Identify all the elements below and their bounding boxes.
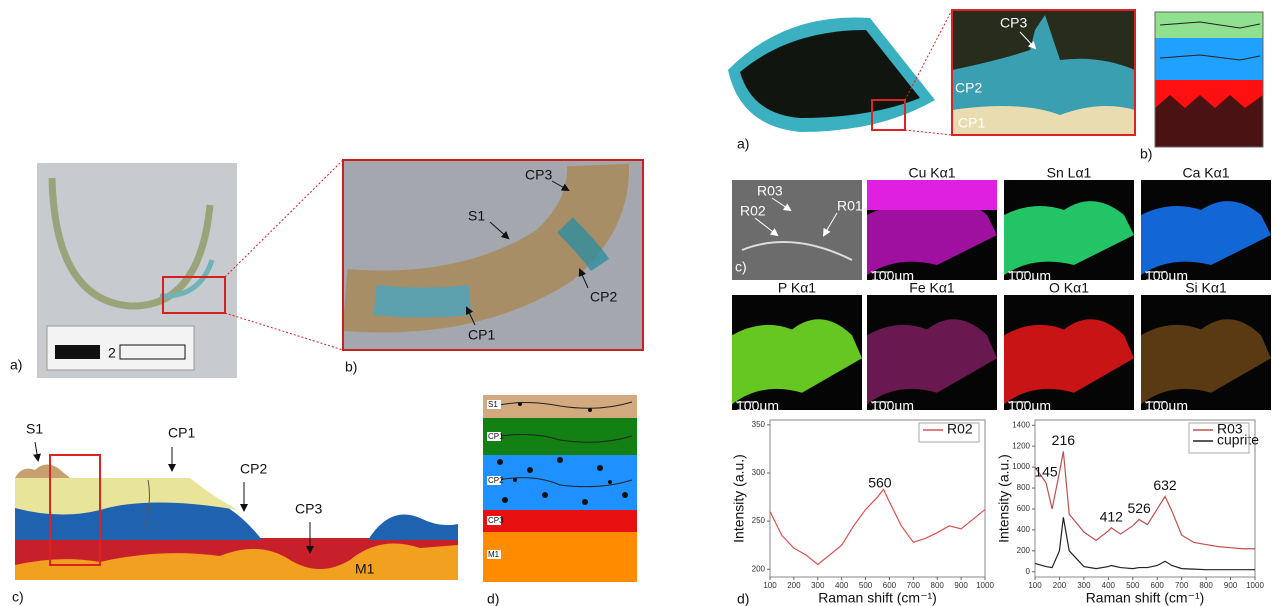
panel-label: a) [10, 357, 22, 373]
scale-label: 100µm [871, 398, 914, 414]
layer-label: S1 [488, 400, 498, 409]
annotation: CP3 [295, 501, 322, 517]
y-tick-label: 1000 [1012, 462, 1030, 471]
zoom-line [225, 160, 343, 277]
layer-label: CP3 [488, 516, 504, 525]
y-tick-label: 200 [752, 564, 766, 573]
x-tick-label: 900 [1224, 581, 1238, 590]
map-title: Fe Kα1 [909, 280, 955, 296]
x-tick-label: 900 [954, 581, 968, 590]
map-title: Ca Kα1 [1182, 165, 1229, 181]
scale-label: 100µm [871, 268, 914, 284]
scale-label: 100µm [736, 398, 779, 414]
photo-bracelet: 2 [37, 163, 237, 378]
y-tick-label: 200 [1017, 546, 1031, 555]
annotation: CP3 [525, 167, 552, 183]
peak-label: 145 [1034, 464, 1058, 480]
annotation: CP2 [955, 80, 982, 96]
panel-label: d) [737, 591, 749, 606]
peak-label: 216 [1052, 432, 1076, 448]
x-tick-label: 1000 [976, 581, 994, 590]
annotation: CP2 [240, 461, 267, 477]
annotation: CP1 [168, 425, 195, 441]
scale-label: 100µm [1008, 268, 1051, 284]
scale-label: 100µm [1145, 268, 1188, 284]
layer-label: CP1 [488, 432, 504, 441]
x-tick-label: 1000 [1246, 581, 1264, 590]
y-tick-label: 800 [1017, 483, 1031, 492]
eds-maps: R03 R02 R01 c) Cu Kα1 100µm Sn Lα1 100µm Ca Kα1 1… [732, 165, 1271, 414]
map-title: P Kα1 [778, 280, 816, 296]
scale-label: 100µm [1145, 398, 1188, 414]
figure: 2 a) CP3 S1 CP2 CP1 b) S1 CP1 CP2 [0, 0, 1272, 606]
zoom-line [225, 313, 343, 350]
x-tick-label: 100 [1028, 581, 1042, 590]
panel-label: d) [487, 591, 499, 606]
scale-label: 2 [108, 345, 116, 361]
annotation: CP1 [958, 115, 985, 131]
cross-section: CP3 CP2 CP1 [728, 10, 1135, 135]
x-axis-label: Raman shift (cm⁻¹) [1086, 590, 1205, 606]
y-axis-label: Intensity (a.u.) [731, 454, 747, 543]
annotation: CP3 [1000, 15, 1027, 31]
panel-label: c) [12, 589, 24, 605]
peak-label: 526 [1127, 500, 1151, 516]
panel-label: c) [735, 259, 747, 275]
y-axis-label: Intensity (a.u.) [996, 454, 1012, 543]
peak-label: 560 [868, 475, 892, 491]
y-tick-label: 1200 [1012, 441, 1030, 450]
annotation: CP2 [590, 289, 617, 305]
sem-image [732, 180, 862, 280]
map-title: Sn Lα1 [1047, 165, 1092, 181]
y-tick-label: 350 [752, 420, 766, 429]
panel-label: b) [345, 359, 357, 375]
x-tick-label: 200 [1053, 581, 1067, 590]
y-tick-label: 600 [1017, 504, 1031, 513]
eds-signal [867, 180, 997, 210]
photo-zoom: CP3 S1 CP2 CP1 [343, 160, 643, 350]
annotation: R01 [837, 198, 863, 214]
annotation: S1 [26, 421, 43, 437]
strata-column: S1 CP1 CP2 CP3 M1 [483, 395, 637, 582]
x-axis-label: Raman shift (cm⁻¹) [818, 590, 937, 606]
annotation: S1 [468, 208, 485, 224]
map-title: Cu Kα1 [908, 165, 955, 181]
legend-label: cuprite [1217, 432, 1259, 448]
annotation: R03 [757, 183, 783, 199]
map-title: O Kα1 [1049, 280, 1089, 296]
x-tick-label: 200 [787, 581, 801, 590]
x-tick-label: 100 [763, 581, 777, 590]
annotation: R02 [740, 203, 766, 219]
panel-label: b) [1140, 146, 1152, 162]
layer-diagram [1155, 12, 1263, 147]
y-tick-label: 300 [752, 468, 766, 477]
y-tick-label: 250 [752, 516, 766, 525]
map-title: Si Kα1 [1185, 280, 1227, 296]
series-line [770, 489, 985, 564]
peak-label: 412 [1100, 509, 1124, 525]
layer-label: CP2 [488, 476, 504, 485]
panel-label: a) [737, 136, 749, 152]
y-tick-label: 400 [1017, 525, 1031, 534]
series-line [1035, 517, 1255, 569]
peak-label: 632 [1153, 477, 1177, 493]
y-tick-label: 1400 [1012, 420, 1030, 429]
scale-label: 100µm [1008, 398, 1051, 414]
y-tick-label: 0 [1026, 567, 1031, 576]
annotation: M1 [355, 561, 375, 577]
schematic: S1 CP1 CP2 CP3 M1 [15, 421, 458, 580]
annotation: CP1 [468, 327, 495, 343]
layer-label: M1 [488, 550, 500, 559]
